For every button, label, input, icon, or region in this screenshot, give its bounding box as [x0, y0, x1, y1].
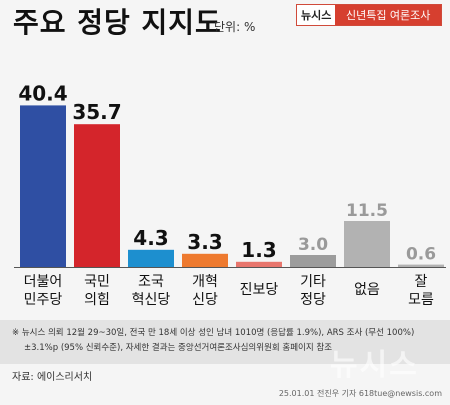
- value-label: 3.0: [298, 235, 328, 255]
- category-label: 민주당: [24, 292, 63, 308]
- unit-label: 단위: %: [214, 20, 256, 34]
- survey-footnote: ※ 뉴시스 의뢰 12월 29~30일, 전국 만 18세 이상 성인 남녀 1…: [0, 320, 450, 364]
- category-label: 국민: [84, 274, 110, 290]
- category-label: 의힘: [84, 292, 110, 308]
- value-label: 0.6: [406, 245, 436, 265]
- value-label: 11.5: [346, 201, 388, 221]
- category-label: 조국: [138, 274, 164, 290]
- bar: [74, 124, 120, 267]
- category-label: 개혁: [192, 274, 218, 290]
- category-label: 신당: [192, 292, 218, 308]
- bar: [398, 264, 444, 267]
- category-label: 진보당: [240, 282, 279, 298]
- value-label: 3.3: [187, 230, 222, 254]
- bar: [20, 105, 66, 268]
- source-label: 자료: 에이스리서치: [12, 372, 93, 383]
- page-title: 주요 정당 지지도: [13, 6, 222, 39]
- value-label: 4.3: [133, 226, 168, 250]
- value-label: 1.3: [241, 238, 276, 262]
- category-label: 정당: [300, 292, 326, 308]
- bar: [128, 249, 174, 267]
- footnote-line-2: ±3.1%p (95% 신뢰수준), 자세한 결과는 중앙선거여론조사심의위원회…: [24, 343, 333, 353]
- category-label: 잘: [415, 274, 428, 290]
- brand-badge: 뉴시스 신년특집 여론조사: [296, 4, 442, 26]
- brand-name: 뉴시스: [301, 9, 332, 22]
- credit-line: 25.01.01 전진우 기자 618tue@newsis.com: [278, 389, 442, 398]
- value-label: 35.7: [72, 100, 121, 124]
- category-label: 기타: [300, 274, 326, 290]
- watermark-logo: 뉴시스: [330, 348, 419, 383]
- bar: [290, 255, 336, 267]
- value-label: 40.4: [18, 81, 67, 105]
- bar: [182, 253, 228, 267]
- bar: [236, 261, 282, 267]
- brand-series-label: 신년특집 여론조사: [335, 5, 441, 25]
- category-label: 없음: [354, 282, 380, 298]
- category-label: 더불어: [24, 274, 63, 290]
- footnote-line-1: ※ 뉴시스 의뢰 12월 29~30일, 전국 만 18세 이상 성인 남녀 1…: [12, 328, 415, 338]
- category-label: 모름: [408, 292, 434, 308]
- bar: [344, 221, 390, 267]
- category-label: 혁신당: [132, 292, 171, 308]
